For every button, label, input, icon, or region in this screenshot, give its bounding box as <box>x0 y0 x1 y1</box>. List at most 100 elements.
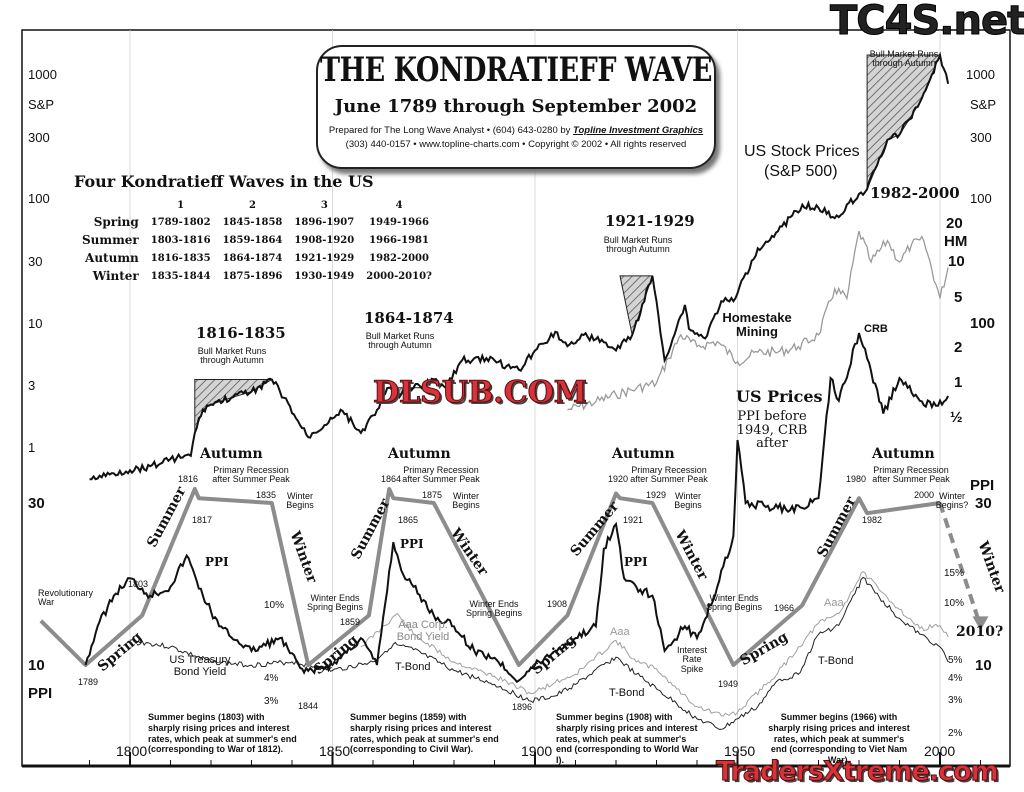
row-header: Summer <box>82 233 139 247</box>
revolutionary-war-note: Revolutionary War <box>38 588 94 608</box>
summer-note-1859: Summer begins (1859) with sharply rising… <box>350 712 499 755</box>
y-tick-label: 100 <box>28 191 50 206</box>
row-header: Winter <box>92 269 139 283</box>
autumn-label: Autumn <box>612 446 675 462</box>
year-label: 2000 <box>914 490 935 500</box>
y-tick-label: 4% <box>264 673 279 684</box>
autumn-label: Autumn <box>872 446 935 462</box>
y-tick-label: 10% <box>944 598 965 609</box>
table-row: Autumn 1816-1835 1864-1874 1921-1929 1982-20… <box>76 249 438 267</box>
column-header: 4 <box>395 200 403 211</box>
y-axis-label: S&P <box>970 97 997 112</box>
year-label: 1835 <box>256 490 277 500</box>
x-tick-label: 1950 <box>724 743 756 759</box>
ppi-crb-line <box>84 332 949 684</box>
y-tick-label: 5% <box>948 655 963 666</box>
winter-begins-note: Winter Begins <box>286 491 314 511</box>
table-row: Winter 1835-1844 1875-1896 1930-1949 2000-20… <box>76 267 438 285</box>
row-header: Autumn <box>85 251 139 265</box>
projection-arrowhead <box>972 616 989 631</box>
bull-market-hatch <box>866 54 941 190</box>
y-tick-label: 10% <box>264 600 285 611</box>
primary-recession-note: Primary Recession after Summer Peak <box>872 465 950 485</box>
tbond-label: T-Bond <box>395 661 431 673</box>
credits-line-1: Prepared for The Long Wave Analyst • (60… <box>318 125 714 136</box>
aaa-yield-label: Aaa Corp. Bond Yield <box>396 619 450 643</box>
summer-note-1908: Summer begins (1908) with sharply rising… <box>556 712 699 766</box>
y-tick-label: 1000 <box>966 67 995 82</box>
table-cell: 1789-1802 <box>150 216 211 228</box>
y-tick-label: 2 <box>954 339 963 356</box>
table-cell: 1982-2000 <box>369 252 429 264</box>
year-label: 1920 <box>608 474 629 484</box>
table-cell: 1966-1981 <box>369 234 429 246</box>
y-tick-label: 100 <box>970 191 992 206</box>
year-label: 1921 <box>623 515 644 525</box>
autumn-label: Autumn <box>200 446 263 462</box>
watermark-dlsub: DLSUB.COM <box>373 375 588 410</box>
kondratieff-projection-line <box>938 502 983 627</box>
bull-market-note: Bull Market Runs through Autumn <box>365 331 435 351</box>
homestake-line <box>567 230 949 411</box>
homestake-label: Homestake Mining <box>722 310 792 339</box>
tbond-label: T-Bond <box>609 687 645 699</box>
y-axis-label: PPI <box>28 685 53 702</box>
year-label: 1982 <box>862 515 883 525</box>
wave-table-title: Four Kondratieff Waves in the US <box>74 172 374 191</box>
table-cell: 1949-1966 <box>369 216 429 228</box>
corner-cell <box>76 198 145 213</box>
chart-subtitle: June 1789 through September 2002 <box>334 96 698 117</box>
table-cell: 1921-1929 <box>294 252 355 264</box>
table-cell: 1908-1920 <box>294 234 355 246</box>
winter-ends-note: Winter Ends Spring Begins <box>306 593 364 613</box>
bull-market-note: Bull Market Runs through Autumn <box>869 49 939 69</box>
primary-recession-note: Primary Recession after Summer Peak <box>630 465 708 485</box>
year-label: 1816 <box>178 474 199 484</box>
y-tick-label: 1 <box>28 440 36 455</box>
watermark-tc4s: TC4S.net <box>829 0 1024 44</box>
aaa-label: Aaa <box>610 626 630 638</box>
primary-recession-note: Primary Recession after Summer Peak <box>212 465 290 485</box>
y-tick-label: 10 <box>975 657 992 674</box>
y-axis-label: S&P <box>28 97 55 112</box>
winter-begins-note: Winter Begins <box>452 491 480 511</box>
series-layer <box>39 51 989 730</box>
tbond-label: T-Bond <box>818 655 854 667</box>
ppi-label: PPI <box>624 555 648 569</box>
ppi-label: PPI <box>205 555 229 569</box>
autumn-period-label: 1816-1835 <box>196 324 286 342</box>
interest-rate-spike-note: Interest Rate Spike <box>676 645 707 674</box>
autumn-period-label: 1921-1929 <box>605 212 695 230</box>
y-tick-label: 30 <box>975 495 992 512</box>
row-header: Spring <box>93 215 139 229</box>
title-box: THE KONDRATIEFF WAVE June 1789 through S… <box>316 45 716 169</box>
ppi-label: PPI <box>400 537 424 551</box>
year-label: 1929 <box>646 490 667 500</box>
table-cell: 1859-1864 <box>222 234 283 246</box>
autumn-period-label: 1864-1874 <box>364 309 454 327</box>
table-header-row: 1 2 3 4 <box>76 198 438 213</box>
y-tick-label: 300 <box>28 130 50 145</box>
year-label: 1966 <box>774 603 795 613</box>
winter-begins-note: Winter Begins? <box>935 491 969 511</box>
winter-ends-note: Winter Ends Spring Begins <box>465 599 523 619</box>
year-label: 1865 <box>398 515 419 525</box>
year-label: 1844 <box>298 701 319 711</box>
y-tick-label: 20 <box>946 215 963 232</box>
autumn-label: Autumn <box>388 446 451 462</box>
us-prices-note: PPI before 1949, CRB after <box>736 409 808 452</box>
table-cell: 1845-1858 <box>222 216 283 228</box>
winter-begins-note: Winter Begins <box>674 491 702 511</box>
column-header: 3 <box>320 200 328 211</box>
x-tick-label: 2000 <box>924 743 956 759</box>
table-cell: 1816-1835 <box>150 252 211 264</box>
bull-market-note: Bull Market Runs through Autumn <box>603 235 673 255</box>
table-cell: 2000-2010? <box>366 270 432 282</box>
year-label: 1908 <box>547 599 568 609</box>
chart-title: THE KONDRATIEFF WAVE <box>320 51 713 90</box>
table-cell: 1896-1907 <box>294 216 355 228</box>
table-row: Summer 1803-1816 1859-1864 1908-1920 1966-19… <box>76 231 438 249</box>
y-tick-label: 1000 <box>28 67 57 82</box>
credits-line-2: (303) 440-0157 • www.topline-charts.com … <box>345 139 687 150</box>
